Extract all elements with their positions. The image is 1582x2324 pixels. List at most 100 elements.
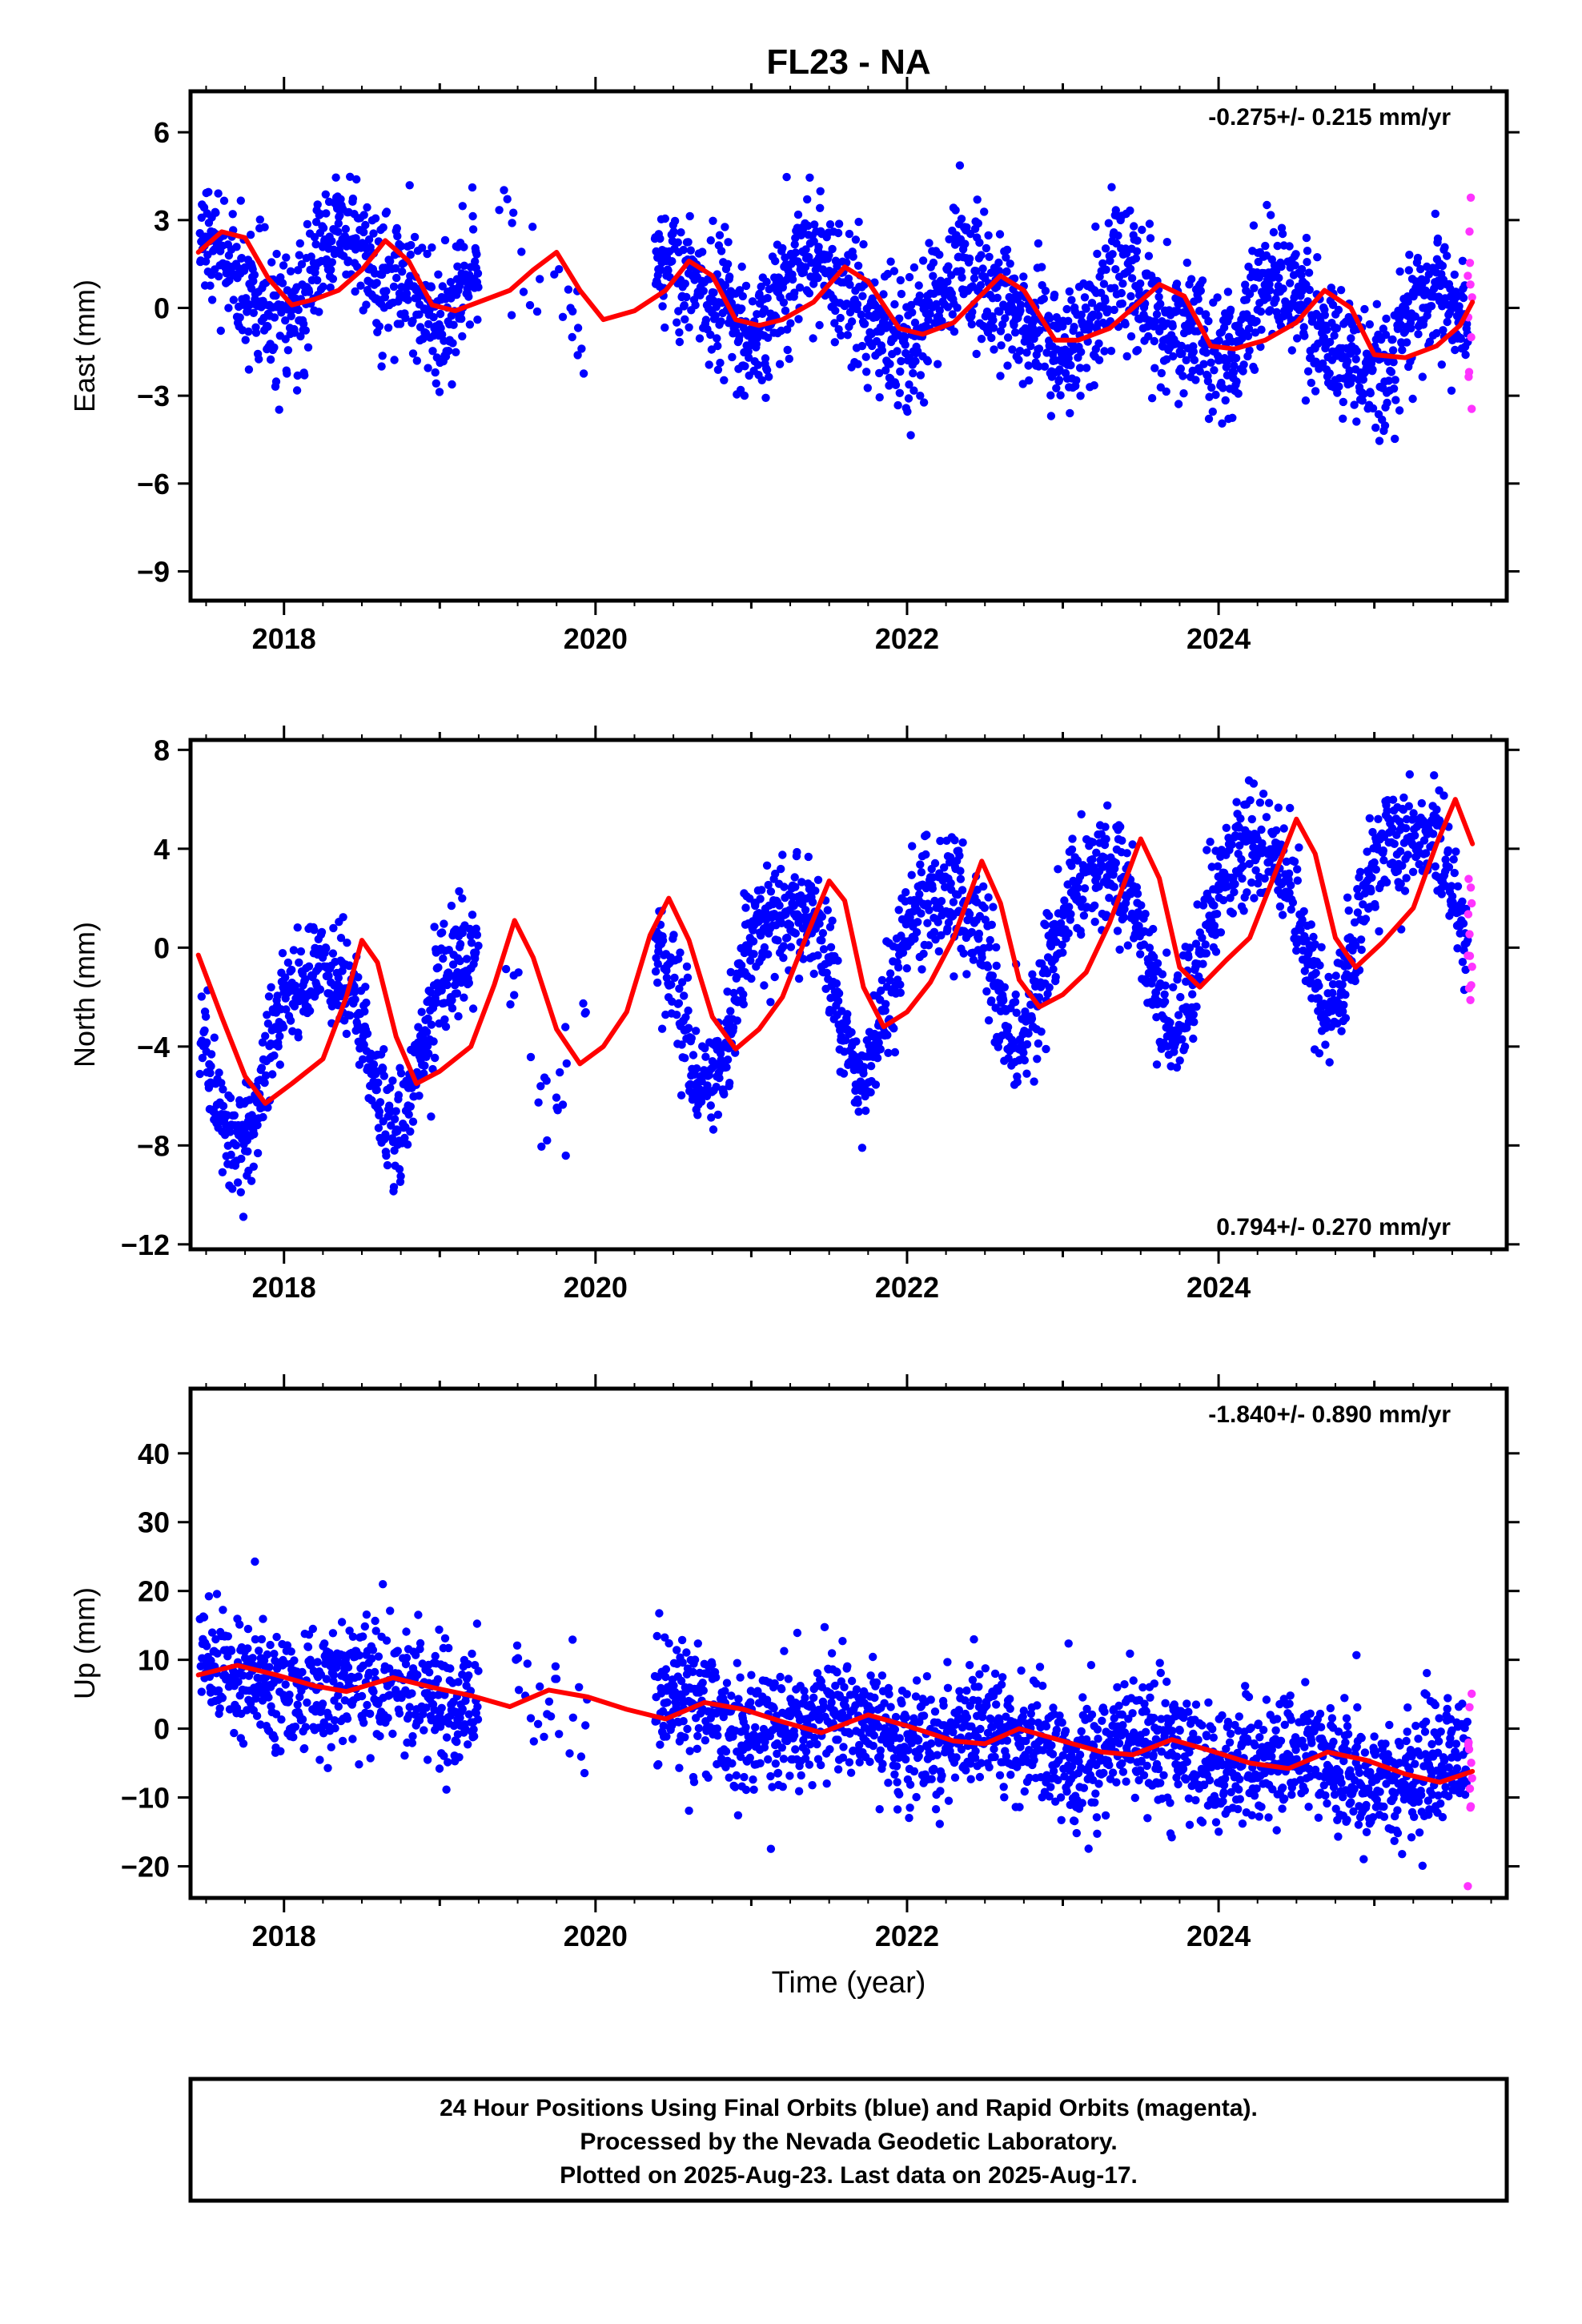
final-orbit-point (310, 926, 319, 935)
final-orbit-point (517, 247, 526, 256)
final-orbit-point (275, 405, 283, 414)
final-orbit-point (919, 949, 928, 959)
final-orbit-point (717, 247, 726, 255)
final-orbit-point (1199, 959, 1207, 968)
final-orbit-point (937, 931, 946, 940)
final-orbit-point (250, 1130, 259, 1139)
final-orbit-point (457, 314, 466, 324)
final-orbit-point (1292, 946, 1301, 955)
final-orbit-point (1138, 225, 1146, 235)
final-orbit-point (791, 883, 800, 891)
final-orbit-point (901, 332, 909, 341)
final-orbit-point (1459, 293, 1468, 303)
final-orbit-point (723, 987, 732, 996)
final-orbit-point (335, 211, 344, 220)
final-orbit-point (797, 878, 806, 887)
final-orbit-point (1174, 400, 1183, 408)
final-orbit-point (305, 1007, 315, 1015)
final-orbit-point (363, 1029, 372, 1039)
rapid-orbit-point (1464, 271, 1472, 280)
final-orbit-point (1413, 253, 1423, 263)
final-orbit-point (1073, 856, 1082, 865)
final-orbit-point (1239, 360, 1248, 369)
final-orbit-point (706, 236, 715, 245)
final-orbit-point (1235, 841, 1244, 850)
final-orbit-point (909, 386, 918, 395)
final-orbit-point (992, 961, 1001, 971)
final-orbit-point (728, 352, 737, 362)
final-orbit-point (1166, 1018, 1174, 1027)
final-orbit-point (528, 223, 537, 231)
final-orbit-point (801, 906, 810, 915)
final-orbit-point (1033, 1055, 1042, 1063)
final-orbit-point (1082, 364, 1091, 372)
final-orbit-point (651, 967, 661, 976)
final-orbit-point (369, 229, 378, 238)
final-orbit-point (1190, 1018, 1199, 1027)
final-orbit-point (1101, 822, 1110, 831)
final-orbit-point (429, 312, 438, 322)
final-orbit-point (1116, 822, 1125, 831)
final-orbit-point (1236, 814, 1245, 823)
rapid-orbit-point (1464, 875, 1473, 883)
final-orbit-point (1404, 802, 1414, 810)
final-orbit-point (1368, 404, 1378, 413)
final-orbit-point (1285, 242, 1294, 251)
final-orbit-point (1435, 816, 1444, 825)
final-orbit-point (677, 978, 687, 987)
final-orbit-point (1279, 824, 1288, 833)
final-orbit-point (234, 1677, 243, 1687)
final-orbit-point (1353, 885, 1362, 894)
final-orbit-point (1199, 360, 1208, 368)
final-orbit-point (995, 230, 1005, 239)
final-orbit-point (317, 927, 327, 937)
final-orbit-point (1067, 862, 1076, 870)
final-orbit-point (857, 310, 866, 320)
final-orbit-point (199, 1613, 209, 1622)
final-orbit-point (266, 355, 275, 364)
final-orbit-point (778, 850, 787, 859)
final-orbit-point (1324, 972, 1333, 982)
final-orbit-point (1122, 352, 1131, 361)
final-orbit-point (1245, 859, 1254, 869)
final-orbit-point (346, 1011, 355, 1020)
final-orbit-point (833, 956, 842, 965)
final-orbit-point (956, 866, 965, 875)
final-orbit-point (811, 887, 820, 895)
final-orbit-point (408, 316, 417, 325)
final-orbit-point (1086, 322, 1095, 331)
final-orbit-point (763, 294, 772, 303)
final-orbit-point (432, 379, 440, 388)
final-orbit-point (773, 936, 782, 945)
final-orbit-point (271, 1710, 281, 1719)
final-orbit-point (764, 880, 773, 890)
final-orbit-point (341, 224, 350, 234)
final-orbit-point (396, 1069, 406, 1078)
final-orbit-point (1106, 256, 1114, 265)
final-orbit-point (1011, 990, 1020, 999)
final-orbit-point (448, 339, 457, 348)
final-orbit-point (1325, 1058, 1334, 1067)
final-orbit-point (1030, 1077, 1038, 1086)
final-orbit-point (817, 912, 826, 921)
final-orbit-point (980, 903, 990, 912)
final-orbit-point (1315, 961, 1324, 970)
final-orbit-point (1452, 847, 1460, 856)
final-orbit-point (1264, 798, 1274, 807)
final-orbit-point (1022, 1039, 1032, 1049)
final-orbit-point (1417, 798, 1427, 808)
final-orbit-point (1003, 1023, 1013, 1031)
final-orbit-point (350, 987, 359, 996)
final-orbit-point (426, 987, 435, 997)
final-orbit-point (467, 939, 476, 947)
final-orbit-point (853, 300, 862, 309)
final-orbit-point (1315, 981, 1323, 991)
final-orbit-point (985, 252, 994, 261)
final-orbit-point (281, 973, 290, 982)
final-orbit-point (1439, 326, 1447, 335)
final-orbit-point (883, 1031, 892, 1039)
final-orbit-point (891, 380, 901, 389)
final-orbit-point (735, 332, 744, 341)
final-orbit-point (1175, 1056, 1184, 1065)
final-orbit-point (1251, 866, 1260, 875)
